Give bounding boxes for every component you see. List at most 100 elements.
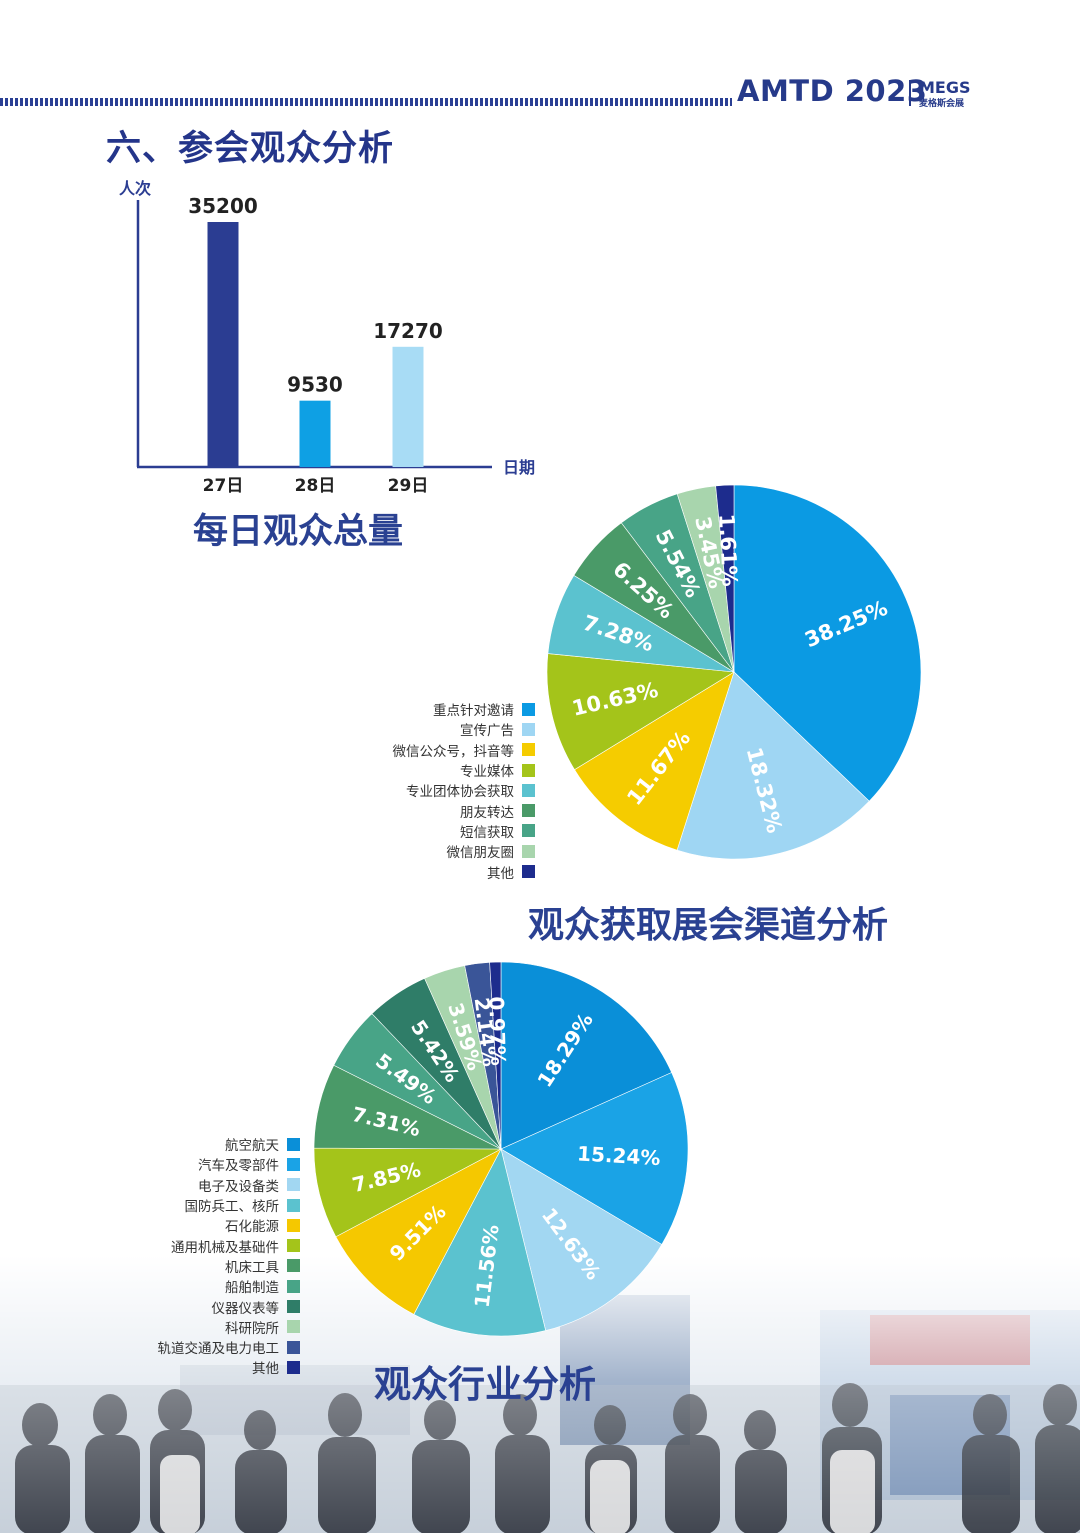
channel-legend-label: 宣传广告 bbox=[460, 723, 514, 740]
industry-legend-swatch bbox=[287, 1157, 300, 1171]
industry-legend-item: 船舶制造 bbox=[100, 1276, 300, 1296]
industry-pie-title: 观众行业分析 bbox=[374, 1363, 596, 1406]
channel-legend-swatch bbox=[522, 702, 535, 716]
industry-legend-item: 仪器仪表等 bbox=[100, 1296, 300, 1317]
brand-separator bbox=[909, 80, 911, 106]
channel-legend-label: 短信获取 bbox=[460, 824, 514, 841]
industry-legend-label: 国防兵工、核所 bbox=[184, 1199, 280, 1216]
industry-legend-item: 航空航天 bbox=[100, 1134, 300, 1154]
channel-pie-chart: 38.25%18.32%11.67%10.63%7.28%6.25%5.54%3… bbox=[546, 484, 922, 860]
channel-legend-swatch bbox=[522, 844, 535, 858]
channel-legend-label: 其他 bbox=[487, 865, 514, 882]
channel-legend-swatch bbox=[522, 722, 535, 736]
channel-slice-1 bbox=[733, 484, 922, 802]
channel-legend-swatch bbox=[522, 865, 535, 879]
industry-legend-item: 轨道交通及电力电工 bbox=[100, 1337, 300, 1357]
industry-legend-swatch bbox=[287, 1259, 300, 1273]
industry-slice-label: 0.97% bbox=[484, 996, 510, 1066]
channel-legend-label: 专业团体协会获取 bbox=[406, 784, 514, 801]
header-dotted-rule bbox=[0, 98, 732, 106]
bar-value-label: 9530 bbox=[287, 373, 343, 397]
industry-legend-label: 电子及设备类 bbox=[198, 1178, 279, 1195]
industry-legend-label: 通用机械及基础件 bbox=[171, 1239, 279, 1256]
industry-legend-label: 机床工具 bbox=[225, 1259, 279, 1276]
industry-slice-12 bbox=[489, 961, 502, 1150]
industry-legend-swatch bbox=[287, 1279, 300, 1293]
channel-legend-label: 重点针对邀请 bbox=[433, 703, 514, 720]
industry-legend-item: 其他 bbox=[100, 1357, 300, 1377]
channel-legend-item: 朋友转达 bbox=[340, 800, 535, 821]
industry-legend-swatch bbox=[287, 1340, 300, 1354]
industry-slice-label: 15.24% bbox=[577, 1141, 662, 1170]
industry-legend-swatch bbox=[287, 1300, 300, 1314]
channel-pie-title: 观众获取展会渠道分析 bbox=[528, 905, 889, 946]
industry-legend-item: 电子及设备类 bbox=[100, 1175, 300, 1195]
channel-slice-9 bbox=[715, 484, 735, 673]
channel-legend-swatch bbox=[522, 804, 535, 818]
industry-legend-swatch bbox=[287, 1239, 300, 1253]
industry-pie-legend: 航空航天汽车及零部件 电子及设备类国防兵工、核所石化能源通用机械及基础件机床工具船… bbox=[100, 1134, 300, 1378]
channel-legend-label: 微信朋友圈 bbox=[446, 845, 515, 862]
industry-legend-label: 石化能源 bbox=[225, 1219, 279, 1236]
section-title: 六、参会观众分析 bbox=[106, 129, 395, 169]
industry-legend-swatch bbox=[287, 1178, 300, 1192]
brand-title: AMTD 2023 bbox=[737, 74, 928, 108]
industry-legend-swatch bbox=[287, 1218, 300, 1232]
industry-pie-chart: 18.29%15.24%12.63%11.56%9.51%7.85%7.31%5… bbox=[313, 961, 689, 1337]
channel-legend-item: 专业媒体 bbox=[340, 760, 535, 780]
bar-3 bbox=[392, 346, 424, 467]
channel-legend-label: 朋友转达 bbox=[460, 804, 514, 821]
industry-slice-6 bbox=[313, 1147, 502, 1238]
industry-legend-swatch bbox=[287, 1320, 300, 1334]
channel-legend-item: 微信公众号，抖音等 bbox=[340, 740, 535, 760]
industry-legend-label: 航空航天 bbox=[225, 1138, 279, 1155]
channel-legend-item: 短信获取 bbox=[340, 821, 535, 841]
channel-slice-2 bbox=[676, 671, 870, 860]
channel-legend-item: 宣传广告 bbox=[340, 719, 535, 739]
channel-legend-swatch bbox=[522, 763, 535, 777]
bar-2 bbox=[299, 400, 331, 467]
channel-legend-label: 专业媒体 bbox=[460, 764, 514, 781]
channel-legend-item: 重点针对邀请 bbox=[340, 699, 535, 719]
industry-legend-label: 其他 bbox=[252, 1361, 279, 1378]
industry-legend-item: 汽车及零部件 bbox=[100, 1154, 300, 1174]
channel-legend-swatch bbox=[522, 743, 535, 757]
industry-slice-1 bbox=[500, 961, 673, 1150]
bar-category-label: 27日 bbox=[203, 476, 244, 496]
industry-legend-label: 仪器仪表等 bbox=[211, 1300, 280, 1317]
bar-1 bbox=[207, 222, 239, 467]
channel-slice-3 bbox=[574, 671, 735, 851]
industry-legend-swatch bbox=[287, 1360, 300, 1374]
industry-legend-item: 机床工具 bbox=[100, 1256, 300, 1276]
bar-y-axis-label: 人次 bbox=[119, 179, 151, 198]
channel-pie-legend: 重点针对邀请宣传广告微信公众号，抖音等专业媒体专业团体协会获取朋友转达短信获取微… bbox=[340, 699, 535, 882]
channel-legend-swatch bbox=[522, 783, 535, 797]
channel-slice-4 bbox=[546, 653, 735, 771]
industry-legend-label: 汽车及零部件 bbox=[198, 1158, 279, 1175]
industry-legend-item: 国防兵工、核所 bbox=[100, 1195, 300, 1215]
industry-legend-label: 科研院所 bbox=[225, 1320, 279, 1337]
industry-slice-2 bbox=[500, 1072, 689, 1245]
channel-legend-item: 其他 bbox=[340, 861, 535, 882]
industry-legend-label: 船舶制造 bbox=[225, 1280, 279, 1297]
industry-slice-4 bbox=[413, 1148, 547, 1337]
industry-legend-item: 石化能源 bbox=[100, 1215, 300, 1235]
bar-x-axis-label: 日期 bbox=[503, 458, 535, 477]
channel-legend-label: 微信公众号，抖音等 bbox=[392, 743, 515, 760]
bar-category-label: 29日 bbox=[388, 476, 429, 496]
bar-value-label: 17270 bbox=[373, 319, 443, 343]
bar-chart-title: 每日观众总量 bbox=[193, 512, 404, 552]
industry-legend-item: 科研院所 bbox=[100, 1317, 300, 1337]
industry-legend-swatch bbox=[287, 1198, 300, 1212]
channel-legend-item: 微信朋友圈 bbox=[340, 841, 535, 861]
industry-legend-swatch bbox=[287, 1137, 300, 1151]
industry-slice-3 bbox=[500, 1148, 663, 1331]
industry-legend-label: 轨道交通及电力电工 bbox=[157, 1341, 280, 1358]
megs-logo: MEGS bbox=[919, 78, 971, 97]
industry-slice-5 bbox=[335, 1148, 502, 1315]
bar-value-label: 35200 bbox=[188, 194, 258, 218]
industry-legend-item: 通用机械及基础件 bbox=[100, 1235, 300, 1256]
megs-logo-subtitle: 麦格斯会展 bbox=[919, 99, 965, 109]
